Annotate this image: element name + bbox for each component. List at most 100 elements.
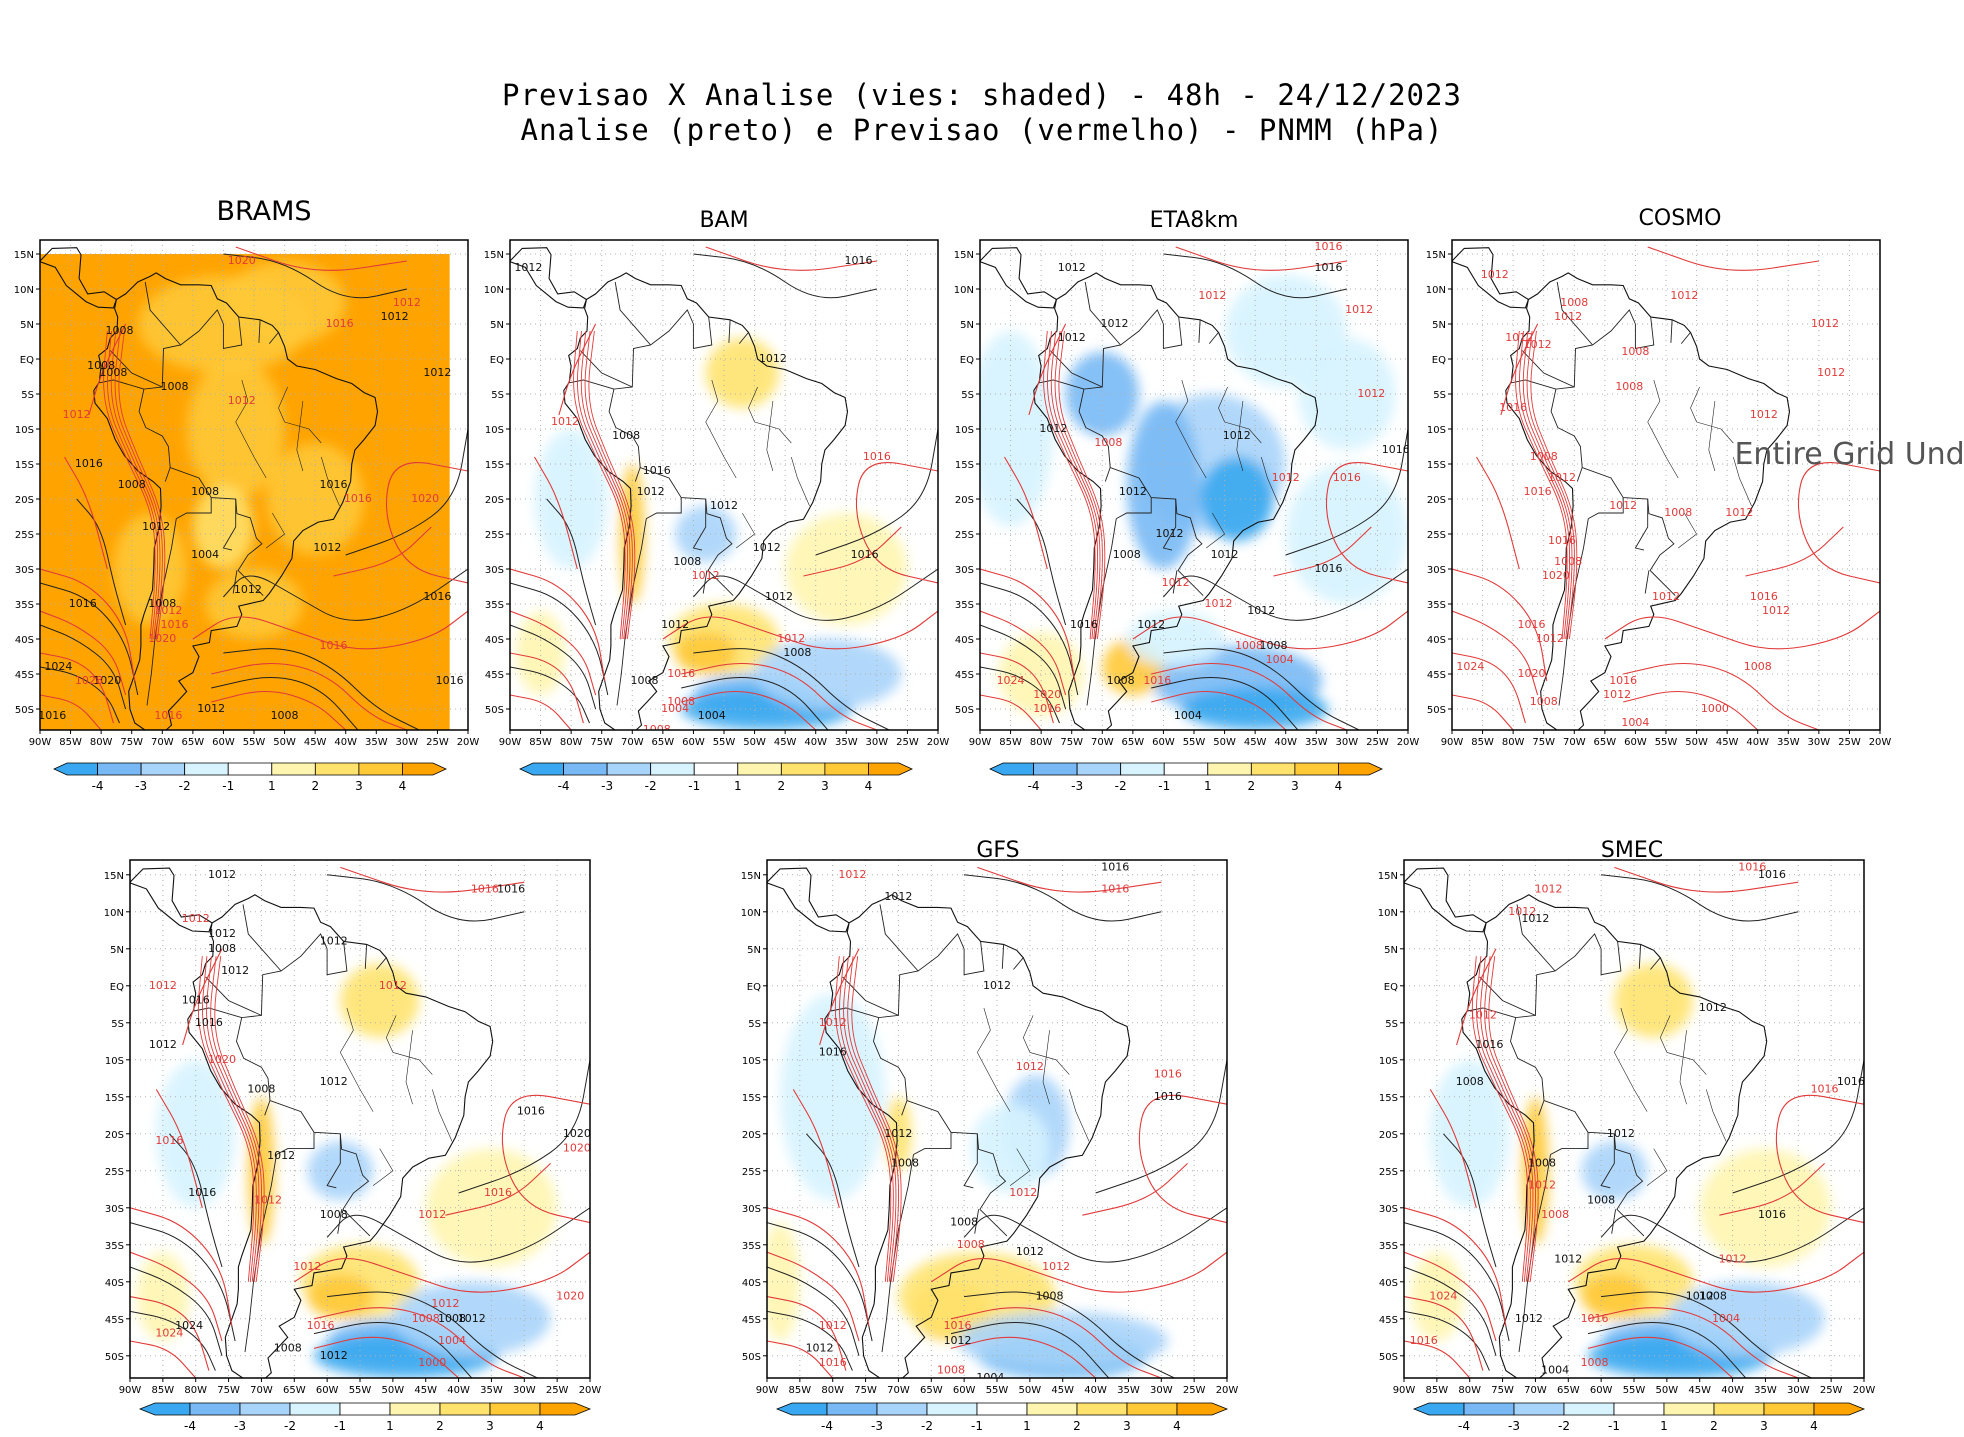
- colorbar-swatch: [868, 762, 913, 776]
- lat-tick-label: 15S: [955, 460, 974, 471]
- lon-tick-label: 55W: [713, 737, 736, 748]
- colorbar-swatch: [1207, 762, 1252, 776]
- lat-tick-label: EQ: [1384, 982, 1398, 993]
- isobar-label: 1012: [884, 1127, 912, 1140]
- lon-tick-label: 65W: [1557, 1385, 1580, 1396]
- grid-lines: [1452, 240, 1880, 730]
- isobar-label: 1016: [155, 1134, 183, 1147]
- isobar-label: 1008: [99, 366, 127, 379]
- isobar-label: 1012: [1535, 883, 1563, 896]
- isobar-label: 1012: [944, 1334, 972, 1347]
- lon-tick-label: 25W: [896, 737, 919, 748]
- isobar-label: 1008: [274, 1341, 302, 1354]
- lon-tick-label: 35W: [1305, 737, 1328, 748]
- lon-tick-label: 80W: [90, 737, 113, 748]
- isobar-label: 1008: [1528, 1156, 1556, 1169]
- isobar-label: 1012: [1524, 338, 1552, 351]
- isobar-label: 1016: [344, 492, 372, 505]
- colorbar-label: 2: [312, 779, 320, 793]
- colorbar-label: -2: [1558, 1419, 1570, 1433]
- isobar-label: 1016: [944, 1319, 972, 1332]
- lat-tick-label: EQ: [20, 355, 34, 366]
- colorbar-label: 1: [268, 779, 276, 793]
- lat-tick-label: 25S: [105, 1167, 124, 1178]
- lon-tick-label: 80W: [560, 737, 583, 748]
- isobar-label: 1012: [418, 1208, 446, 1221]
- isobar-label: 1012: [1357, 387, 1385, 400]
- lon-tick-label: 50W: [273, 737, 296, 748]
- colorbar-swatch: [227, 762, 273, 776]
- colorbar-label: -1: [688, 779, 700, 793]
- colorbar-swatch: [1076, 762, 1122, 776]
- colorbar-swatch: [389, 1402, 441, 1416]
- lat-tick-label: 5N: [110, 945, 124, 956]
- colorbar-label: 1: [1204, 779, 1212, 793]
- isobar-label: 1004: [976, 1371, 1004, 1384]
- isobar-label: 1012: [1101, 317, 1129, 330]
- colorbar-label: 1: [1660, 1419, 1668, 1433]
- lon-tick-label: 85W: [152, 1385, 175, 1396]
- analysis-isobars: [980, 253, 1408, 730]
- colorbar-swatch: [693, 762, 739, 776]
- lat-tick-label: 5S: [1433, 390, 1446, 401]
- lon-tick-label: 20W: [1869, 737, 1892, 748]
- lat-tick-label: 10S: [955, 425, 974, 436]
- isobar-label: 1012: [149, 979, 177, 992]
- isobar-label: 1012: [393, 296, 421, 309]
- lon-tick-label: 30W: [866, 737, 889, 748]
- isobar-label: 1020: [228, 254, 256, 267]
- colorbar-swatch: [1126, 1402, 1178, 1416]
- isobar-label: 1016: [1758, 868, 1786, 881]
- isobar-labels: 1016 1016 1012 1012 1012 1012 1012 1012 1012 1008…: [997, 240, 1410, 722]
- isobar-label: 1008: [1530, 450, 1558, 463]
- lat-tick-label: 35S: [1379, 1241, 1398, 1252]
- lon-tick-label: 20W: [457, 737, 480, 748]
- map-panel-brams: 1020 1012 1012 1008 1016 1008 1008 1008 1012 1012…: [14, 239, 479, 748]
- isobar-label: 1016: [1382, 443, 1410, 456]
- isobar-label: 1016: [423, 590, 451, 603]
- panel-title-eta8km: ETA8km: [1149, 208, 1239, 233]
- lon-tick-label: 35W: [480, 1385, 503, 1396]
- isobar-label: 1016: [1517, 618, 1545, 631]
- isobar-label: 1020: [1517, 667, 1545, 680]
- colorbar-swatch: [989, 762, 1034, 776]
- isobar-label: 1012: [1009, 1186, 1037, 1199]
- colorbar-swatch: [876, 1402, 928, 1416]
- isobar-label: 1008: [148, 597, 176, 610]
- isobar-label: 1024: [1429, 1290, 1457, 1303]
- colorbar-label: 2: [1073, 1419, 1081, 1433]
- isobar-label: 1004: [698, 709, 726, 722]
- lon-tick-label: 40W: [1084, 1385, 1107, 1396]
- lon-tick-label: 30W: [1336, 737, 1359, 748]
- map-panel-eta8km: 1016 1016 1012 1012 1012 1012 1012 1012 1012 1008…: [954, 239, 1419, 748]
- isobar-label: 1016: [1101, 883, 1129, 896]
- lat-tick-label: 10N: [484, 285, 504, 296]
- coastline: [767, 867, 1131, 1378]
- colorbar-bam: -4 -3 -2 -1 1 2 3 4: [519, 762, 913, 797]
- lon-tick-label: 65W: [283, 1385, 306, 1396]
- colorbar-swatch: [1026, 1402, 1078, 1416]
- colorbar-swatch: [184, 762, 229, 776]
- lat-tick-label: 50S: [1379, 1352, 1398, 1363]
- colorbar-label: 3: [1291, 779, 1299, 793]
- isobar-label: 1012: [753, 541, 781, 554]
- lat-tick-label: 20S: [1427, 495, 1446, 506]
- lon-tick-label: 70W: [1091, 737, 1114, 748]
- isobar-label: 1012: [1247, 604, 1275, 617]
- colorbar-swatch: [1294, 762, 1339, 776]
- isobar-label: 1012: [1603, 688, 1631, 701]
- lat-tick-label: 30S: [485, 565, 504, 576]
- isobar-label: 1016: [845, 254, 873, 267]
- isobar-label: 1012: [1699, 1001, 1727, 1014]
- colorbar-swatch: [53, 762, 98, 776]
- isobar-label: 1020: [1033, 688, 1061, 701]
- isobar-label: 1012: [1686, 1290, 1714, 1303]
- isobar-label: 1016: [667, 667, 695, 680]
- lon-tick-label: 65W: [652, 737, 675, 748]
- isobar-label: 1016: [497, 883, 525, 896]
- isobar-label: 1012: [1515, 1312, 1543, 1325]
- isobar-label: 1012: [293, 1260, 321, 1273]
- lat-tick-label: 35S: [742, 1241, 761, 1252]
- analysis-isobars: [130, 874, 590, 1378]
- isobar-labels: 1012101610121012100810161012101610121012…: [514, 254, 891, 730]
